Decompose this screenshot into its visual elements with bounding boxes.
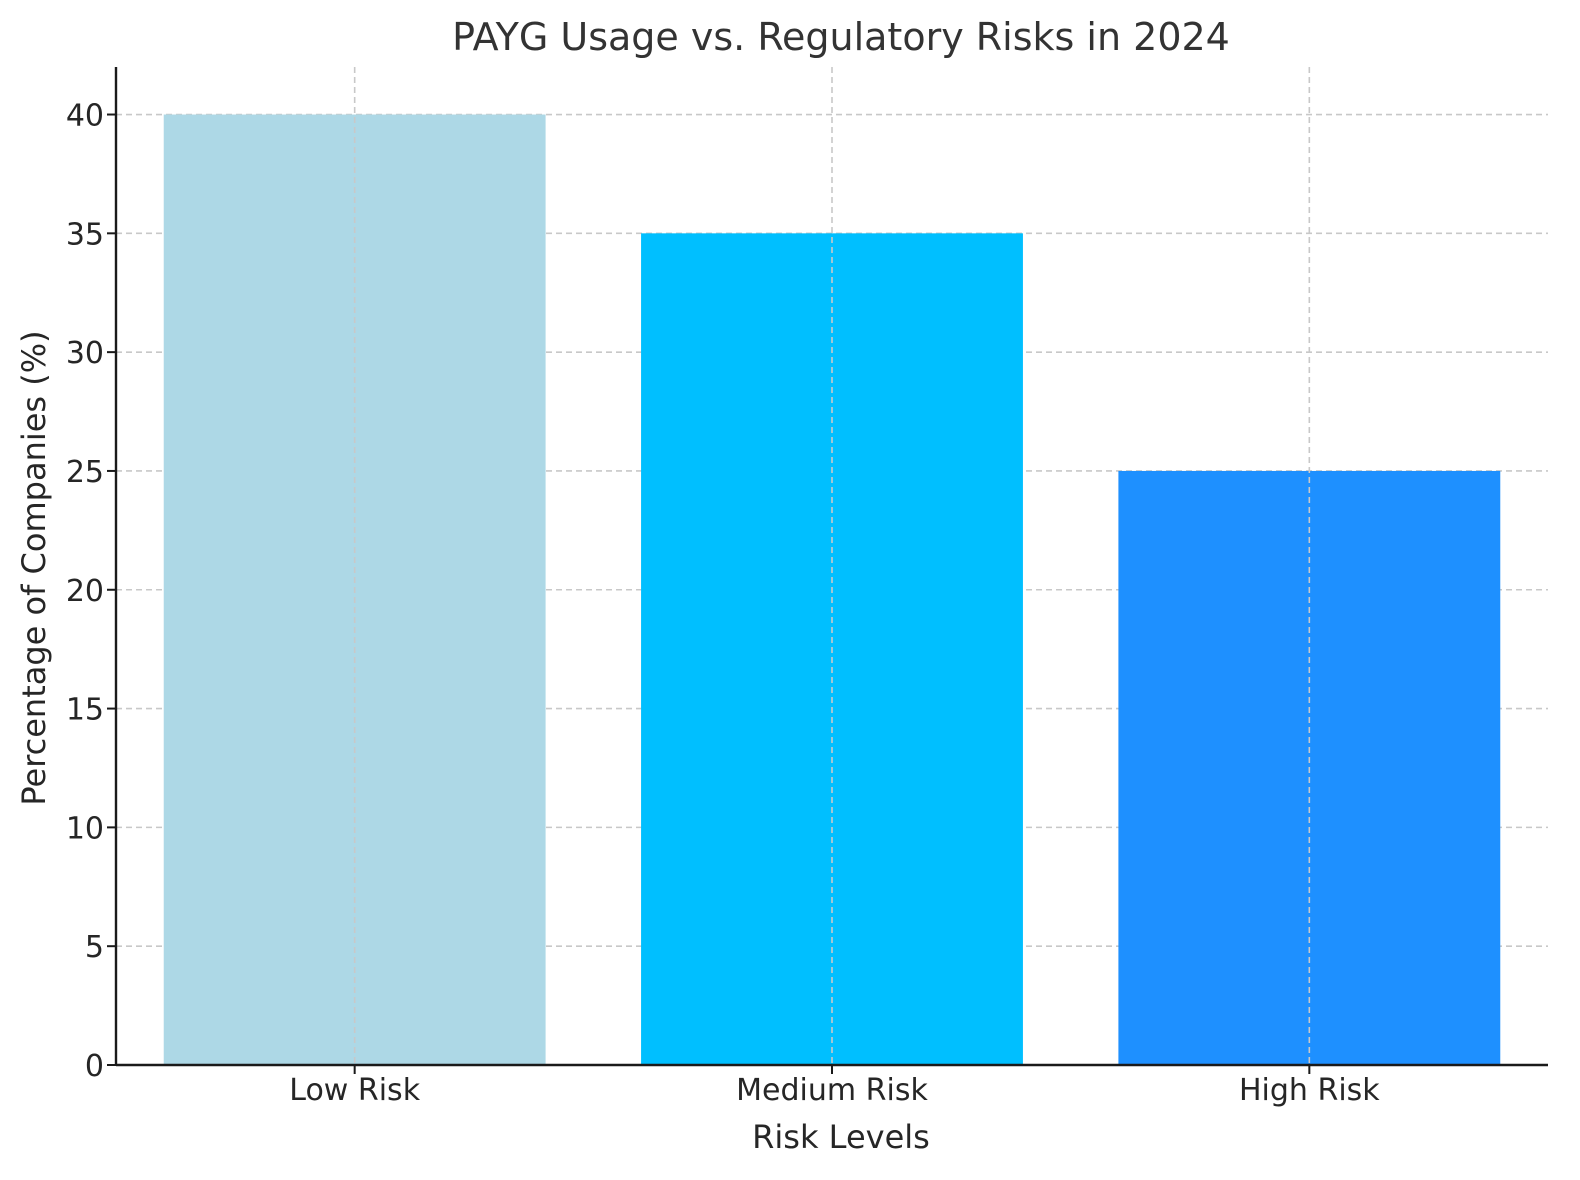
y-tick-label: 10: [66, 811, 104, 846]
y-axis-title: Percentage of Companies (%): [15, 330, 53, 805]
x-axis-title: Risk Levels: [752, 1118, 930, 1156]
y-tick-label: 25: [66, 455, 104, 490]
y-tick-label: 30: [66, 336, 104, 371]
y-axis-ticks: 0 5 10 15 20 25 30 35 40: [66, 99, 116, 1084]
y-tick-label: 0: [85, 1049, 104, 1084]
vertical-grid: [353, 67, 1311, 1065]
y-tick-label: 15: [66, 693, 104, 728]
x-axis-ticks: Low Risk Medium Risk High Risk: [289, 1065, 1380, 1108]
x-tick-label: Medium Risk: [736, 1073, 928, 1108]
y-tick-label: 20: [66, 574, 104, 609]
y-tick-label: 5: [85, 930, 104, 965]
y-tick-label: 40: [66, 99, 104, 134]
x-tick-label: Low Risk: [289, 1073, 420, 1108]
x-tick-label: High Risk: [1239, 1073, 1380, 1108]
y-tick-label: 35: [66, 217, 104, 252]
chart-title: PAYG Usage vs. Regulatory Risks in 2024: [452, 15, 1230, 59]
